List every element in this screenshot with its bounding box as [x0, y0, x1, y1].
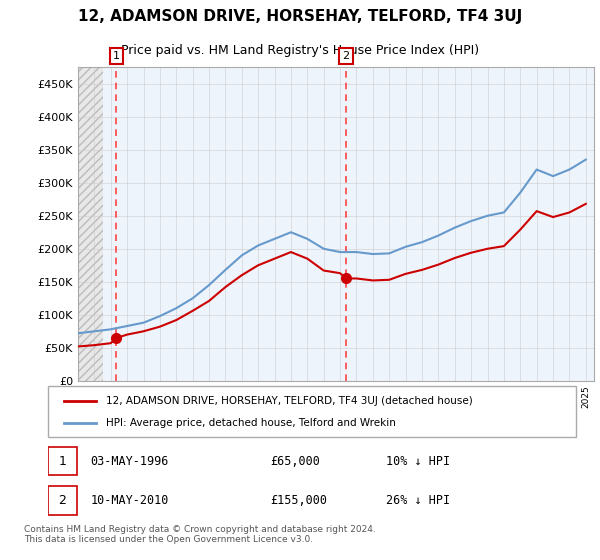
Text: HPI: Average price, detached house, Telford and Wrekin: HPI: Average price, detached house, Telf…: [106, 418, 396, 428]
Text: 03-MAY-1996: 03-MAY-1996: [90, 455, 169, 468]
Text: 10-MAY-2010: 10-MAY-2010: [90, 494, 169, 507]
FancyBboxPatch shape: [48, 486, 77, 515]
Text: 1: 1: [113, 51, 120, 61]
FancyBboxPatch shape: [48, 447, 77, 475]
Text: 1: 1: [58, 455, 66, 468]
Text: 12, ADAMSON DRIVE, HORSEHAY, TELFORD, TF4 3UJ: 12, ADAMSON DRIVE, HORSEHAY, TELFORD, TF…: [78, 10, 522, 24]
Text: 10% ↓ HPI: 10% ↓ HPI: [386, 455, 450, 468]
Text: Price paid vs. HM Land Registry's House Price Index (HPI): Price paid vs. HM Land Registry's House …: [121, 44, 479, 57]
Text: 12, ADAMSON DRIVE, HORSEHAY, TELFORD, TF4 3UJ (detached house): 12, ADAMSON DRIVE, HORSEHAY, TELFORD, TF…: [106, 395, 473, 405]
Text: £65,000: £65,000: [270, 455, 320, 468]
Bar: [78, 67, 103, 381]
Text: 2: 2: [58, 494, 66, 507]
Text: Contains HM Land Registry data © Crown copyright and database right 2024.
This d: Contains HM Land Registry data © Crown c…: [23, 525, 376, 544]
Text: 26% ↓ HPI: 26% ↓ HPI: [386, 494, 450, 507]
Text: £155,000: £155,000: [270, 494, 327, 507]
FancyBboxPatch shape: [48, 386, 576, 437]
Text: 2: 2: [343, 51, 350, 61]
